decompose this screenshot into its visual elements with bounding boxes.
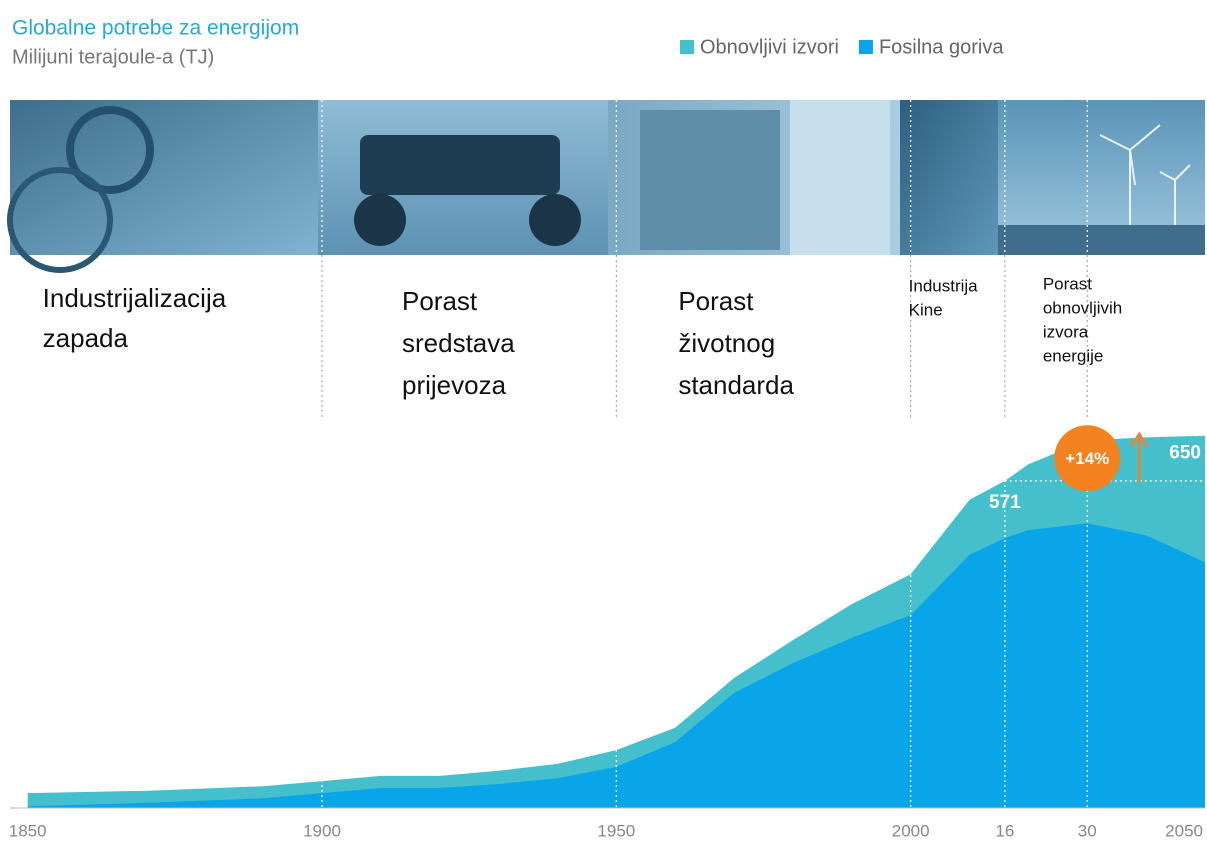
photo-detail (790, 100, 890, 255)
growth-badge (1054, 425, 1121, 492)
growth-arrow (1130, 431, 1149, 483)
photo-detail (640, 110, 780, 250)
x-tick-label: 1950 (597, 821, 635, 840)
era-label: sredstava (402, 328, 515, 358)
era-label: Porast (402, 286, 478, 316)
era-label: Industrijalizacija (43, 283, 227, 313)
era-label: izvora (1043, 322, 1089, 341)
photo-detail (7, 167, 113, 273)
x-tick-label: 30 (1078, 821, 1097, 840)
photo (900, 100, 998, 255)
photo-strip (7, 100, 1205, 273)
era-label: zapada (43, 323, 129, 353)
era-label: Porast (1043, 274, 1092, 293)
data-label: 650 (1169, 443, 1201, 464)
legend-swatch (858, 40, 873, 54)
era-label: prijevoza (402, 370, 507, 400)
legend-label: Obnovljivi izvori (700, 36, 839, 58)
photo-detail (529, 194, 581, 246)
x-tick-label: 1850 (9, 821, 47, 840)
legend-swatch (680, 40, 694, 54)
x-tick-label: 1900 (303, 821, 341, 840)
era-label: Porast (678, 286, 754, 316)
photo-detail (354, 194, 406, 246)
x-tick-label: 2050 (1165, 821, 1203, 840)
x-tick-label: 16 (995, 821, 1014, 840)
photo-detail (66, 106, 154, 194)
era-label: Kine (909, 300, 943, 319)
photo-detail (998, 225, 1205, 255)
era-label: životnog (678, 328, 775, 358)
era-label: Industrija (909, 276, 979, 295)
x-tick-label: 2000 (892, 821, 930, 840)
data-label: 571 (989, 492, 1021, 513)
era-label: obnovljivih (1043, 298, 1122, 317)
era-label: standarda (678, 370, 794, 400)
chart-subtitle: Milijuni terajoule-a (TJ) (12, 46, 214, 68)
photo (10, 100, 318, 255)
legend: Obnovljivi izvori Fosilna goriva (680, 36, 1004, 58)
chart-title: Globalne potrebe za energijom (12, 17, 299, 40)
growth-label: +14% (1065, 449, 1109, 468)
photo-detail (360, 135, 560, 195)
era-label: energije (1043, 346, 1104, 365)
legend-label: Fosilna goriva (879, 36, 1004, 58)
